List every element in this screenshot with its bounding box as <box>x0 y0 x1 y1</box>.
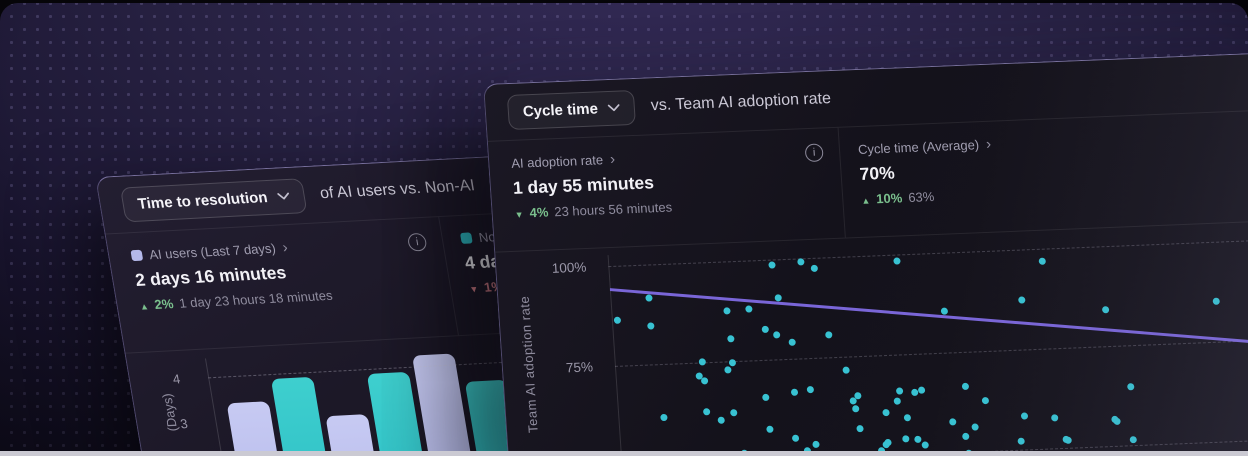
scatter-point <box>895 387 903 395</box>
scatter-point <box>881 408 890 416</box>
scatter-point <box>910 388 918 396</box>
scatter-point <box>613 316 621 324</box>
metric-dropdown-button[interactable]: Cycle time <box>506 89 637 130</box>
scatter-point <box>841 366 850 374</box>
chevron-down-icon <box>607 104 620 112</box>
scatter-point <box>917 386 925 394</box>
info-icon[interactable]: i <box>804 143 824 163</box>
page-bottom-edge <box>0 451 1248 456</box>
scatter-point <box>1101 305 1109 314</box>
scatter-point <box>940 307 948 315</box>
scatter-point <box>824 330 832 338</box>
scatter-yticks: 100% 75% <box>495 249 616 456</box>
scatter-point <box>729 408 737 416</box>
scatter-point <box>716 416 725 424</box>
scatter-point <box>892 257 901 265</box>
legend-swatch-non-ai <box>459 232 473 244</box>
stat-ai-adoption-rate: AI adoption rate › 1 day 55 minutes ▼ 4%… <box>488 128 845 252</box>
delta-note: 63% <box>907 188 935 206</box>
legend-swatch-ai <box>130 249 144 262</box>
scatter-point <box>790 388 798 396</box>
scatter-point <box>644 294 653 302</box>
scatter-point <box>646 322 655 330</box>
scatter-point <box>901 434 910 443</box>
scatter-point <box>1063 436 1072 445</box>
delta-percent: 10% <box>875 190 903 207</box>
scatter-point <box>948 418 956 426</box>
trend-arrow-icon: ▼ <box>514 209 524 220</box>
scatter-point <box>853 391 862 399</box>
trend-arrow-icon: ▲ <box>139 301 150 312</box>
scatter-point <box>810 264 818 272</box>
scatter-chart: Team AI adoption rate 100% 75% <box>495 220 1248 456</box>
scatter-plot <box>607 220 1248 456</box>
metric-dropdown-label: Time to resolution <box>136 188 269 213</box>
chevron-down-icon <box>277 192 289 200</box>
chevron-right-icon[interactable]: › <box>985 135 992 153</box>
trend-line <box>609 288 1248 353</box>
scatter-point <box>744 305 753 313</box>
bar-ytick-label: 4 <box>171 371 182 387</box>
metric-dropdown-label: Cycle time <box>522 99 599 120</box>
scatter-point <box>961 382 969 391</box>
scatter-point <box>765 425 774 433</box>
scatter-point <box>700 377 708 385</box>
scatter-point <box>723 366 732 374</box>
chevron-right-icon[interactable]: › <box>281 239 289 257</box>
scatter-point <box>796 257 805 266</box>
card-title-suffix: of AI users vs. Non-AI <box>318 177 477 203</box>
scatter-point <box>961 432 969 440</box>
card-title-suffix: vs. Team AI adoption rate <box>650 90 832 115</box>
delta-note: 23 hours 56 minutes <box>553 199 673 220</box>
trend-arrow-icon: ▲ <box>861 195 871 206</box>
scatter-point <box>1050 413 1058 421</box>
scatter-point <box>774 294 782 302</box>
scatter-point <box>851 404 859 413</box>
scatter-point <box>1212 297 1220 305</box>
scatter-point <box>893 397 901 405</box>
stat-cycle-time-average: Cycle time (Average) › 70% ▲ 10% 63% <box>837 108 1248 238</box>
bar-ytick-label: 3 <box>179 416 189 432</box>
card-header: Cycle time vs. Team AI adoption rate <box>484 51 1248 142</box>
cycle-time-card: Cycle time vs. Team AI adoption rate AI … <box>483 50 1248 456</box>
delta-note: 1 day 23 hours 18 minutes <box>178 287 334 311</box>
scatter-point <box>728 358 736 366</box>
stat-label: AI users (Last 7 days) <box>148 240 277 263</box>
stat-label: AI adoption rate <box>510 152 604 171</box>
scatter-point <box>761 325 769 333</box>
scatter-point <box>1017 296 1026 304</box>
trend-arrow-icon: ▼ <box>468 284 480 295</box>
chevron-right-icon[interactable]: › <box>609 150 616 168</box>
stat-label: Cycle time (Average) <box>857 137 980 157</box>
scatter-ytick-label: 100% <box>551 259 587 276</box>
scatter-point <box>772 330 780 339</box>
delta-percent: 2% <box>153 296 175 313</box>
card-header: Time to resolution of AI users vs. Non-A… <box>96 144 743 235</box>
time-to-resolution-card: Time to resolution of AI users vs. Non-A… <box>95 143 804 456</box>
scatter-point <box>811 440 820 448</box>
scatter-point <box>767 260 776 269</box>
info-glyph: i <box>414 236 420 249</box>
scatter-ytick-label: 75% <box>565 359 594 376</box>
scatter-point <box>1038 257 1046 265</box>
stat-delta: ▼ 4% 23 hours 56 minutes <box>514 193 823 221</box>
scatter-point <box>1129 435 1137 444</box>
stat-ai-users: AI users (Last 7 days) › 2 days 16 minut… <box>106 217 458 353</box>
scatter-point <box>1020 412 1028 420</box>
scatter-point <box>883 438 892 446</box>
stat-value: 1 day 55 minutes <box>512 172 655 198</box>
scatter-point <box>787 338 796 346</box>
info-icon[interactable]: i <box>406 232 428 252</box>
delta-percent: 4% <box>529 204 549 221</box>
scatter-point <box>1126 382 1134 390</box>
info-glyph: i <box>812 146 816 159</box>
metric-dropdown-button[interactable]: Time to resolution <box>119 177 308 222</box>
scatter-point <box>903 413 911 421</box>
scatter-point <box>855 425 864 433</box>
